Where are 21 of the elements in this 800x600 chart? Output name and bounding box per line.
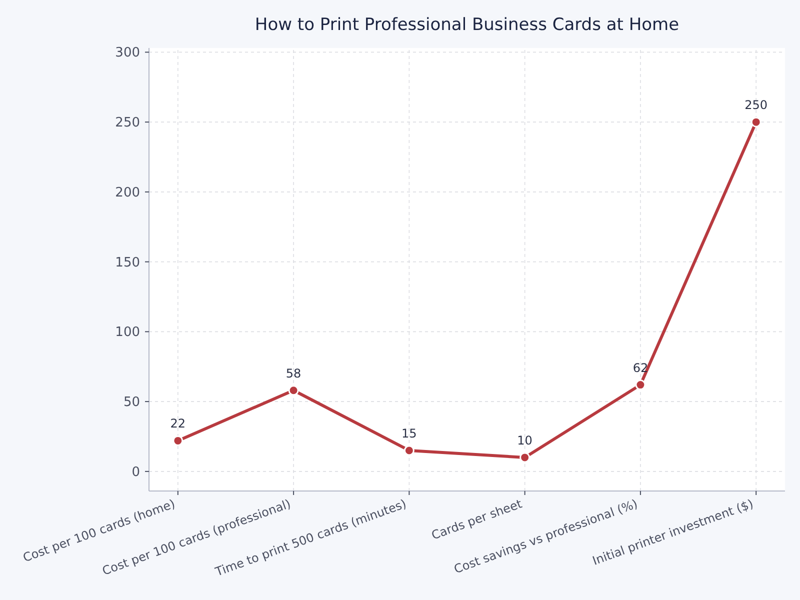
point bbox=[520, 452, 530, 463]
y-tick-label: 300 bbox=[115, 46, 140, 61]
data-label: 58 bbox=[286, 366, 302, 380]
y-tick-label: 250 bbox=[115, 116, 140, 131]
y-tick-label: 200 bbox=[115, 185, 140, 200]
data-label: 15 bbox=[402, 426, 417, 440]
x-tick-label: Cards per sheet bbox=[430, 496, 524, 542]
y-tick-label: 100 bbox=[115, 325, 140, 340]
data-label: 22 bbox=[170, 416, 186, 431]
data-label: 250 bbox=[744, 98, 768, 112]
y-tick-label: 50 bbox=[123, 395, 140, 410]
point bbox=[172, 435, 184, 446]
data-label: 10 bbox=[517, 433, 532, 448]
point bbox=[404, 445, 414, 456]
y-tick-label: 150 bbox=[115, 255, 140, 270]
y-tick-label: 0 bbox=[132, 464, 140, 480]
point bbox=[635, 380, 646, 390]
point bbox=[288, 385, 299, 396]
point bbox=[750, 116, 762, 128]
data-label: 62 bbox=[632, 360, 648, 375]
chart-title: How to Print Professional Business Cards at Home bbox=[254, 15, 680, 35]
